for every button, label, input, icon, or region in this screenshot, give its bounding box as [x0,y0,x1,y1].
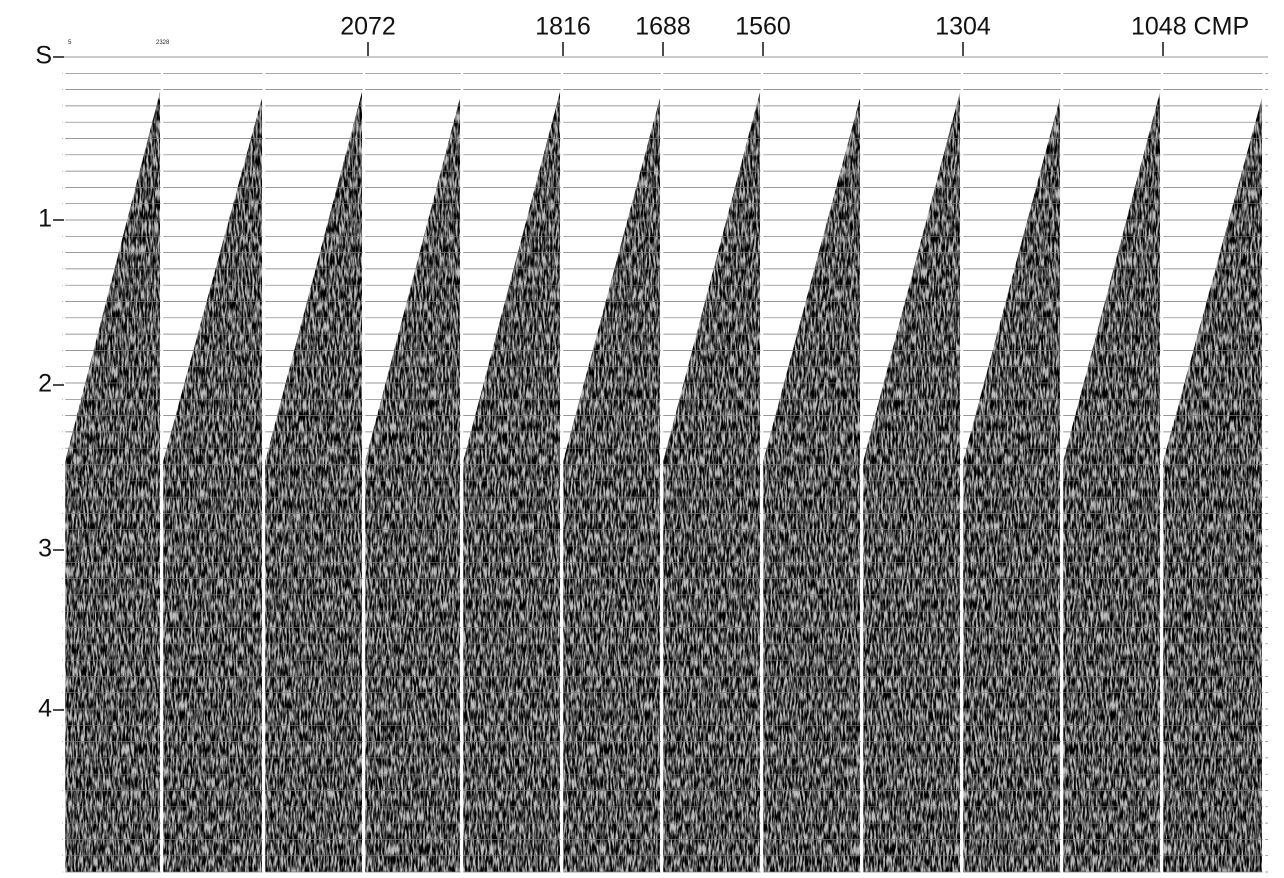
cmp-label: 2072 [340,13,396,41]
cmp-label: 1304 [935,13,991,41]
trace-area [65,92,1262,872]
cmp-label: 1048 CMP [1131,13,1249,41]
cmp-label: 1688 [635,13,691,41]
trace-number: 5 [68,40,72,46]
time-label: 3 [38,535,52,563]
timing-lines [62,56,1268,878]
time-label: 2 [38,370,52,398]
wedge-texture [65,92,1262,872]
time-label: S [35,42,52,70]
time-label: 1 [38,205,52,233]
axes: S 1 2 3 4 2072 1816 1688 1560 1304 1048 CMP [35,13,1249,723]
time-label: 4 [38,695,52,723]
cmp-label: 1816 [535,13,591,41]
trace-number: 2328 [156,40,170,46]
cmp-label: 1560 [735,13,791,41]
